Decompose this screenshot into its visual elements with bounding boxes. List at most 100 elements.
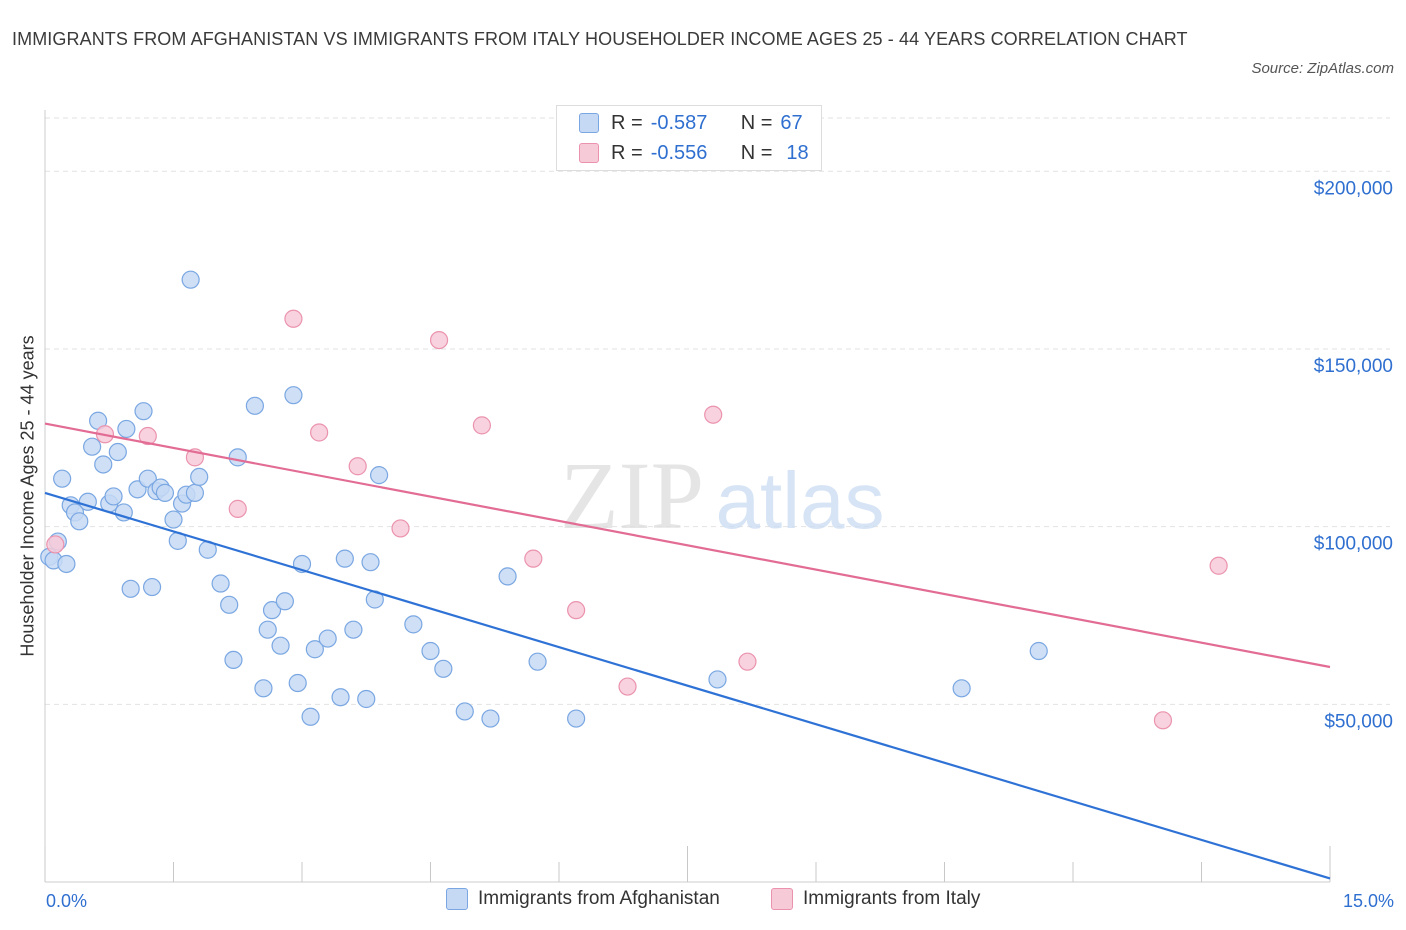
data-point-afghanistan [481, 709, 500, 728]
y-tick-labels: $50,000 $100,000 $150,000 $200,000 [1314, 178, 1393, 732]
trend-line-afghanistan [44, 491, 1331, 880]
data-point-afghanistan [181, 270, 200, 289]
data-point-afghanistan [498, 567, 517, 586]
legend-n-label: N = [740, 141, 773, 164]
data-point-afghanistan [567, 709, 586, 728]
data-point-afghanistan [1029, 641, 1048, 661]
x-tick-label-min: 0.0% [46, 891, 88, 911]
data-point-italy [310, 423, 329, 442]
trend-layer [44, 422, 1331, 880]
data-point-italy [524, 549, 543, 568]
data-point-italy [567, 601, 586, 620]
data-point-afghanistan [404, 615, 423, 634]
data-point-afghanistan [275, 592, 294, 611]
legend-n-value: 67 [780, 111, 803, 134]
y-tick-label: $200,000 [1314, 178, 1393, 199]
y-tick-label: $50,000 [1324, 711, 1393, 732]
data-point-afghanistan [254, 679, 273, 698]
legend-n-label: N = [740, 111, 773, 134]
data-point-afghanistan [305, 640, 324, 659]
data-point-afghanistan [331, 688, 350, 707]
watermark-zip: ZIP [560, 442, 704, 549]
data-point-afghanistan [117, 419, 136, 439]
data-point-afghanistan [224, 650, 243, 670]
data-point-afghanistan [245, 396, 264, 415]
data-point-italy [1153, 711, 1173, 730]
legend-item-afghanistan: Immigrants from Afghanistan [446, 888, 720, 910]
legend-r-value: -0.587 [650, 111, 708, 134]
data-point-afghanistan [190, 467, 209, 487]
data-point-afghanistan [134, 402, 153, 421]
data-point-afghanistan [211, 574, 230, 593]
data-point-italy [472, 416, 491, 435]
grid-layer [45, 117, 1390, 705]
data-point-afghanistan [284, 386, 303, 405]
data-point-afghanistan [335, 549, 354, 568]
data-point-afghanistan [108, 442, 127, 462]
data-point-italy [284, 309, 303, 328]
data-point-afghanistan [421, 641, 440, 661]
data-point-italy [704, 405, 723, 424]
data-point-italy [1209, 556, 1228, 575]
data-point-afghanistan [344, 620, 363, 639]
data-point-italy [348, 457, 367, 476]
y-axis-label: Householder Income Ages 25 - 44 years [17, 335, 38, 657]
data-point-italy [46, 535, 65, 554]
data-point-afghanistan [57, 554, 76, 574]
legend-swatch-italy [771, 888, 793, 910]
data-point-italy [391, 519, 410, 538]
data-point-afghanistan [952, 679, 971, 698]
legend-r-label: R = [611, 141, 643, 164]
data-point-afghanistan [70, 512, 89, 531]
data-point-italy [738, 652, 757, 671]
legend-swatch-afghanistan [446, 888, 468, 910]
watermark: ZIP atlas [560, 442, 884, 549]
points-layer [40, 270, 1228, 730]
legend-row-afghanistan: R = -0.587 N = 67 [579, 108, 803, 138]
legend-item-italy: Immigrants from Italy [771, 888, 980, 910]
legend-label-italy: Immigrants from Italy [803, 888, 981, 909]
data-point-afghanistan [53, 469, 72, 488]
data-point-afghanistan [138, 469, 157, 488]
y-tick-label: $100,000 [1314, 534, 1393, 555]
legend-n-value: 18 [786, 141, 809, 164]
data-point-italy [618, 677, 637, 696]
legend-r-label: R = [611, 111, 643, 134]
axis-layer [44, 110, 1331, 883]
data-point-afghanistan [301, 707, 320, 726]
data-point-afghanistan [164, 510, 183, 529]
data-point-afghanistan [94, 455, 113, 474]
legend-r-value: -0.556 [650, 141, 708, 164]
data-point-italy [138, 426, 157, 446]
legend-label-afghanistan: Immigrants from Afghanistan [478, 888, 720, 909]
data-point-afghanistan [434, 659, 453, 678]
data-point-italy [228, 499, 247, 518]
y-tick-label: $150,000 [1314, 356, 1393, 377]
data-point-afghanistan [121, 579, 140, 598]
legend-swatch-italy [579, 143, 599, 163]
data-point-afghanistan [288, 673, 307, 693]
data-point-afghanistan [361, 553, 380, 572]
data-point-afghanistan [708, 670, 727, 689]
data-point-afghanistan [262, 601, 282, 620]
watermark-atlas: atlas [716, 456, 885, 545]
source-label: Source: ZipAtlas.com [1251, 60, 1394, 77]
data-point-afghanistan [185, 483, 205, 502]
chart-title: IMMIGRANTS FROM AFGHANISTAN VS IMMIGRANT… [12, 29, 1188, 49]
data-point-afghanistan [258, 620, 277, 639]
data-point-afghanistan [271, 636, 290, 655]
data-point-afghanistan [83, 437, 102, 456]
data-point-afghanistan [357, 689, 376, 709]
data-point-afghanistan [528, 652, 547, 671]
data-point-afghanistan [104, 487, 123, 506]
data-point-afghanistan [142, 577, 162, 597]
correlation-legend: R = -0.587 N = 67 R = -0.556 N = 18 [556, 105, 822, 171]
data-point-afghanistan [370, 466, 389, 485]
trend-line-italy [44, 422, 1331, 669]
data-point-afghanistan [220, 595, 239, 614]
data-point-afghanistan [455, 702, 474, 721]
x-tick-label-max: 15.0% [1342, 891, 1394, 911]
legend-swatch-afghanistan [579, 113, 599, 133]
data-point-afghanistan [155, 483, 175, 502]
data-point-afghanistan [318, 629, 337, 648]
